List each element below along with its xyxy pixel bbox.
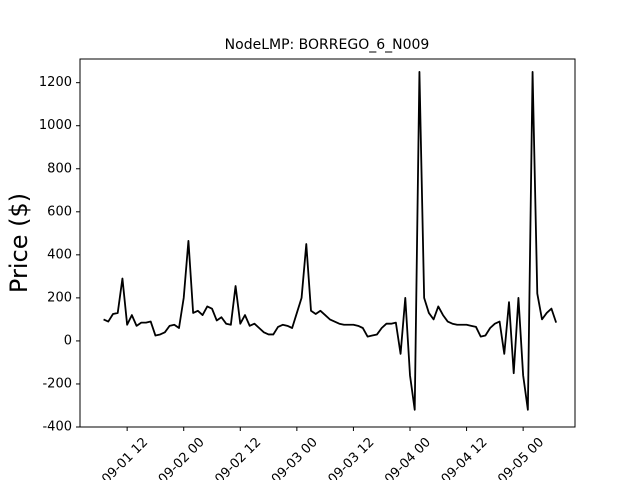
y-tick-label: 200 [47,290,72,305]
chart-title: NodeLMP: BORREGO_6_N009 [225,37,430,53]
x-tick-label: 09-01 12 [99,435,151,480]
x-tick-label: 09-02 00 [156,435,208,480]
x-tick-label: 09-05 00 [495,435,547,480]
y-tick-label: 800 [47,161,72,176]
y-tick-label: 600 [47,204,72,219]
y-tick-label: 1000 [39,118,72,133]
price-line [103,71,557,411]
x-tick-label: 09-03 00 [269,435,321,480]
x-tick-label: 09-04 12 [439,435,491,480]
y-tick-label: 0 [64,333,72,348]
y-tick-label: 400 [47,247,72,262]
x-tick-label: 09-02 12 [212,435,264,480]
y-tick-label: -400 [42,420,72,435]
x-tick-label: 09-03 12 [325,435,377,480]
plot-frame [79,58,576,428]
x-tick-label: 09-04 00 [382,435,434,480]
y-axis-label: Price ($) [5,193,33,293]
y-tick-label: -200 [42,376,72,391]
y-tick-label: 1200 [39,75,72,90]
